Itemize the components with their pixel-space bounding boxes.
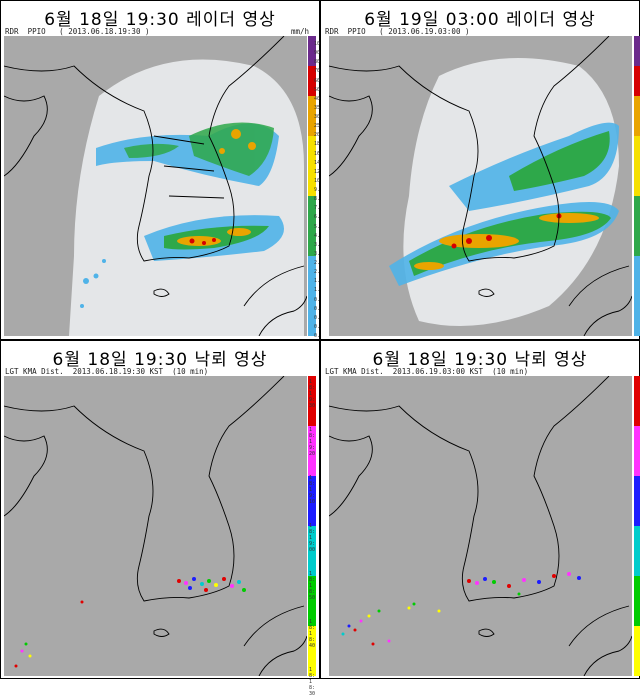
panel-title: 6월 18일 19:30 낙뢰 영상 [52,350,268,370]
radar-scale-tick: 7.0 [314,205,324,212]
coastline [4,376,307,676]
panel-lightning-0619: 6월 18일 19:30 낙뢰 영상 LGT KMA Dist. 2013.06… [320,340,640,679]
panel-subtitle: LGT KMA Dist. 2013.06.18.19:30 KST (10 m… [5,367,209,376]
radar-color-scale [308,36,316,336]
lightning-map [329,376,632,676]
radar-map [4,36,307,336]
radar-scale-tick: 9.0 [314,187,324,193]
lightning-scale-tick: 18:18:50 [309,571,316,601]
radar-scale-tick: 2.0 [314,269,324,276]
radar-scale-tick: 12 [314,168,321,175]
panel-lightning-0618: 6월 18일 19:30 낙뢰 영상 LGT KMA Dist. 2013.06… [0,340,320,697]
radar-scale-tick: 35 [314,104,321,111]
rain-echo-south-extreme [451,213,562,249]
lightning-scale-tick: 18:19:00 [309,523,316,553]
coastline [329,36,632,336]
radar-scale-tick: 100 [314,41,324,47]
radar-scale-tick: 0.1 [314,333,324,339]
radar-scale-tick: 6.0 [314,214,324,221]
radar-scale-tick: 8.0 [314,196,324,203]
radar-scale-tick: 50 [314,86,321,93]
lightning-scale-labels: 18:19:30 18:19:20 18:19:10 18:19:00 18:18:50… [309,379,319,697]
radar-scale-tick: 60 [314,77,321,84]
rain-echo-north-mid [509,131,610,191]
radar-map-svg [4,36,307,336]
radar-scale-tick: 0.6 [314,305,324,312]
rain-echo-north-mid [124,122,274,176]
panel-title: 6월 19일 03:00 레이더 영상 [364,10,596,30]
rain-echo-north-heavy [219,129,256,154]
lightning-map-svg [4,376,307,676]
radar-scale-tick: 80 [314,59,321,66]
radar-scale-tick: 16 [314,150,321,157]
radar-scale-tick: 70 [314,68,321,75]
radar-scale-tick: 3.0 [314,250,324,257]
radar-scale-tick: 18 [314,141,321,148]
unit-label: mm/h [291,27,310,36]
panel-subtitle: RDR PPIO ( 2013.06.19.03:00 ) [325,27,470,36]
panel-radar-0619: 6월 19일 03:00 레이더 영상 RDR PPIO ( 2013.06.1… [320,0,640,340]
radar-scale-tick: 1.5 [314,278,324,285]
lightning-scale-tick: 18:19:30 [309,379,316,409]
panel-title: 6월 18일 19:30 낙뢰 영상 [372,350,588,370]
lightning-color-scale [308,376,316,676]
radar-scale-tick: 14 [314,159,321,166]
radar-coverage-area [69,59,304,336]
panel-radar-0618: 6월 18일 19:30 레이더 영상 RDR PPIO ( 2013.06.1… [0,0,324,340]
coastline [4,36,307,336]
radar-scale-tick: 2.5 [314,260,324,266]
rain-echo-south-heavy [177,228,251,246]
lightning-map [4,376,307,676]
radar-scale-tick: 3.5 [314,241,324,248]
rain-echo-scattered [80,259,106,308]
rain-echo-south-heavy [414,213,599,270]
coastline [329,376,632,676]
radar-scale-tick: 90 [314,50,321,57]
radar-scale-tick: 4.0 [314,232,324,239]
panel-subtitle: RDR PPIO ( 2013.06.18.19:30 ) [5,27,150,36]
radar-scale-tick: 20 [314,132,321,139]
radar-scale-tick: 5.0 [314,223,324,230]
panel-title: 6월 18일 19:30 레이더 영상 [44,10,276,30]
lightning-strikes [341,572,581,646]
radar-scale-tick: 40 [314,95,321,102]
radar-scale-labels: 100 90 80 70 60 50 40 35 30 25 20 18 16 14 12 10 9.0 8.0 7… [314,41,324,339]
radar-map-svg [329,36,632,336]
radar-scale-tick: 10 [314,177,321,184]
radar-color-scale [634,36,640,336]
lightning-color-scale [634,376,640,676]
lightning-map-svg [329,376,632,676]
panel-subtitle: LGT KMA Dist. 2013.06.19.03:00 KST (10 m… [325,367,529,376]
radar-scale-tick: 0.8 [314,296,324,303]
radar-scale-tick: 30 [314,114,321,120]
radar-scale-tick: 0.2 [314,323,324,330]
radar-scale-tick: 1.0 [314,287,324,294]
lightning-scale-tick: 18:18:40 [309,619,316,649]
rain-echo-south-extreme [189,238,216,245]
lightning-scale-tick: 18:19:10 [309,475,316,505]
lightning-strikes [14,577,246,668]
radar-scale-tick: 0.4 [314,314,324,321]
lightning-scale-tick: 18:19:20 [309,427,316,457]
lightning-scale-tick: 18:18:30 [309,667,316,697]
radar-scale-tick: 25 [314,123,321,130]
radar-map [329,36,632,336]
